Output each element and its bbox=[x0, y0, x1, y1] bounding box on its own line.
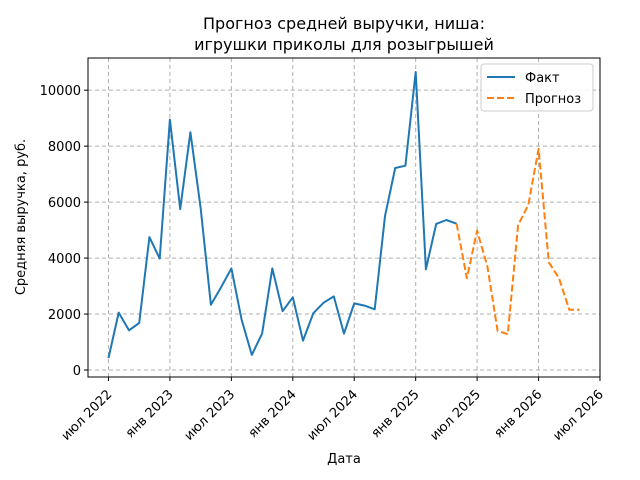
legend-label-forecast: Прогноз bbox=[525, 92, 581, 107]
x-tick-label: июл 2026 bbox=[550, 387, 607, 444]
x-tick-label: янв 2024 bbox=[246, 387, 300, 441]
legend-box bbox=[480, 63, 594, 112]
series-lines bbox=[107, 71, 580, 359]
y-axis-label: Средняя выручка, руб. bbox=[14, 139, 29, 295]
x-tick-label: июл 2022 bbox=[59, 387, 116, 444]
grid bbox=[88, 58, 601, 377]
y-tick-label: 4000 bbox=[48, 252, 81, 267]
x-tick-label: янв 2025 bbox=[369, 387, 423, 441]
x-tick-label: июл 2025 bbox=[427, 387, 484, 444]
y-tick-label: 0 bbox=[73, 364, 81, 379]
axis-ticks: июл 2022 янв 2023 июл 2023 янв 2024 июл 2024… bbox=[40, 84, 607, 444]
x-tick-label: янв 2023 bbox=[123, 387, 177, 441]
x-tick-label: июл 2023 bbox=[182, 387, 239, 444]
plot-frame bbox=[87, 57, 601, 378]
chart-title-line-1: Прогноз средней выручки, ниша: bbox=[203, 14, 485, 33]
legend: Факт Прогноз bbox=[480, 63, 594, 112]
x-tick-label: июл 2024 bbox=[305, 387, 362, 444]
y-tick-label: 10000 bbox=[40, 84, 81, 99]
x-tick-label: янв 2026 bbox=[492, 387, 546, 441]
y-tick-label: 2000 bbox=[48, 308, 81, 323]
series-line-fact bbox=[107, 71, 457, 359]
chart-title-line-2: игрушки приколы для розыгрышей bbox=[194, 35, 494, 54]
y-tick-label: 8000 bbox=[48, 140, 81, 155]
series-line-forecast bbox=[455, 147, 580, 336]
legend-label-fact: Факт bbox=[525, 71, 560, 86]
y-tick-label: 6000 bbox=[48, 196, 81, 211]
x-axis-label: Дата bbox=[327, 452, 361, 467]
